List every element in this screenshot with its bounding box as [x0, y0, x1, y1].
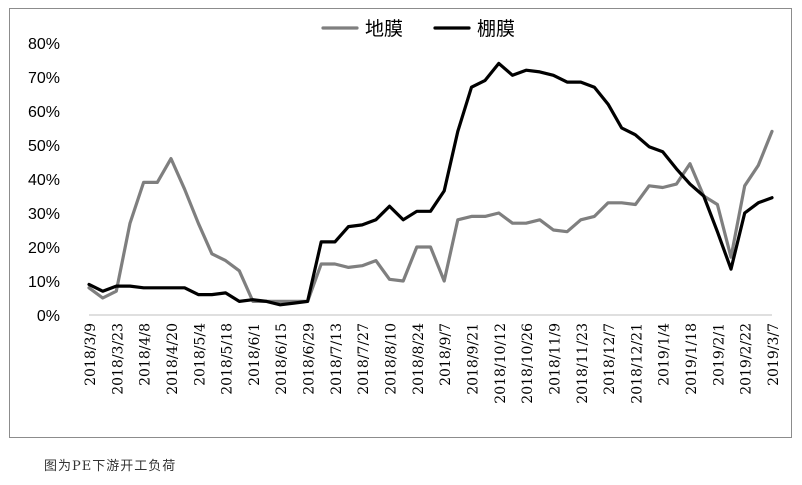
x-tick-label: 2018/8/10 [384, 323, 400, 395]
chart-frame: 0% 10% 20% 30% 40% 50% 60% 70% 80% 2018/3/9 2018/… [9, 8, 792, 438]
x-tick-label: 2019/3/7 [766, 323, 782, 386]
legend-label: 棚膜 [477, 18, 515, 40]
x-tick-label: 2018/12/21 [629, 323, 645, 404]
y-tick-label: 70% [28, 70, 60, 87]
x-tick-label: 2018/8/24 [411, 323, 427, 395]
x-tick-label: 2018/4/20 [165, 323, 181, 395]
x-tick-label: 2018/6/29 [302, 323, 318, 395]
series-line-dimo [87, 129, 774, 303]
x-tick-label: 2018/11/23 [575, 323, 591, 404]
x-tick-label: 2018/7/13 [329, 323, 345, 395]
x-tick-label: 2018/10/12 [493, 323, 509, 404]
x-tick-label: 2018/7/27 [356, 323, 372, 395]
x-tick-label: 2018/3/23 [110, 323, 126, 395]
x-tick-label: 2019/2/1 [711, 323, 727, 386]
x-tick-label: 2018/4/8 [138, 323, 154, 386]
y-tick-label: 80% [28, 36, 60, 53]
line-chart: 0%10%20%30%40%50%60%70%80% 2018/3/9 2018/… [28, 18, 782, 404]
y-tick-label: 60% [28, 104, 60, 121]
x-tick-label: 2018/6/1 [247, 323, 263, 386]
x-tick-label: 2018/9/21 [465, 323, 481, 395]
series-layer [87, 61, 774, 307]
x-tick-label: 2018/11/9 [547, 323, 563, 395]
x-tick-label: 2019/1/4 [657, 323, 673, 386]
x-axis: 2018/3/9 2018/3/23 2018/4/8 2018/4/20 2018/5… [83, 314, 782, 404]
legend: 地膜 棚膜 [321, 18, 515, 40]
y-tick-label: 40% [28, 172, 60, 189]
y-tick-label: 10% [28, 274, 60, 291]
x-tick-label: 2018/10/26 [520, 323, 536, 404]
x-tick-label: 2019/2/22 [739, 323, 755, 395]
y-tick-label: 30% [28, 206, 60, 223]
y-tick-label: 0% [37, 308, 60, 325]
x-tick-label: 2018/5/18 [220, 323, 236, 395]
y-axis: 0% 10% 20% 30% 40% 50% 60% 70% 80% [28, 36, 60, 325]
y-tick-label: 20% [28, 240, 60, 257]
x-tick-label: 2018/5/4 [192, 323, 208, 386]
figure-caption: 图为PE下游开工负荷 [44, 459, 177, 474]
x-tick-label: 2019/1/18 [684, 323, 700, 395]
x-tick-label: 2018/3/9 [83, 323, 99, 386]
x-tick-label: 2018/6/15 [274, 323, 290, 395]
legend-label: 地膜 [365, 18, 403, 40]
x-tick-label: 2018/12/7 [602, 323, 618, 395]
y-tick-label: 50% [28, 138, 60, 155]
x-tick-label: 2018/9/7 [438, 323, 454, 386]
series-line-pengmo [87, 61, 774, 307]
